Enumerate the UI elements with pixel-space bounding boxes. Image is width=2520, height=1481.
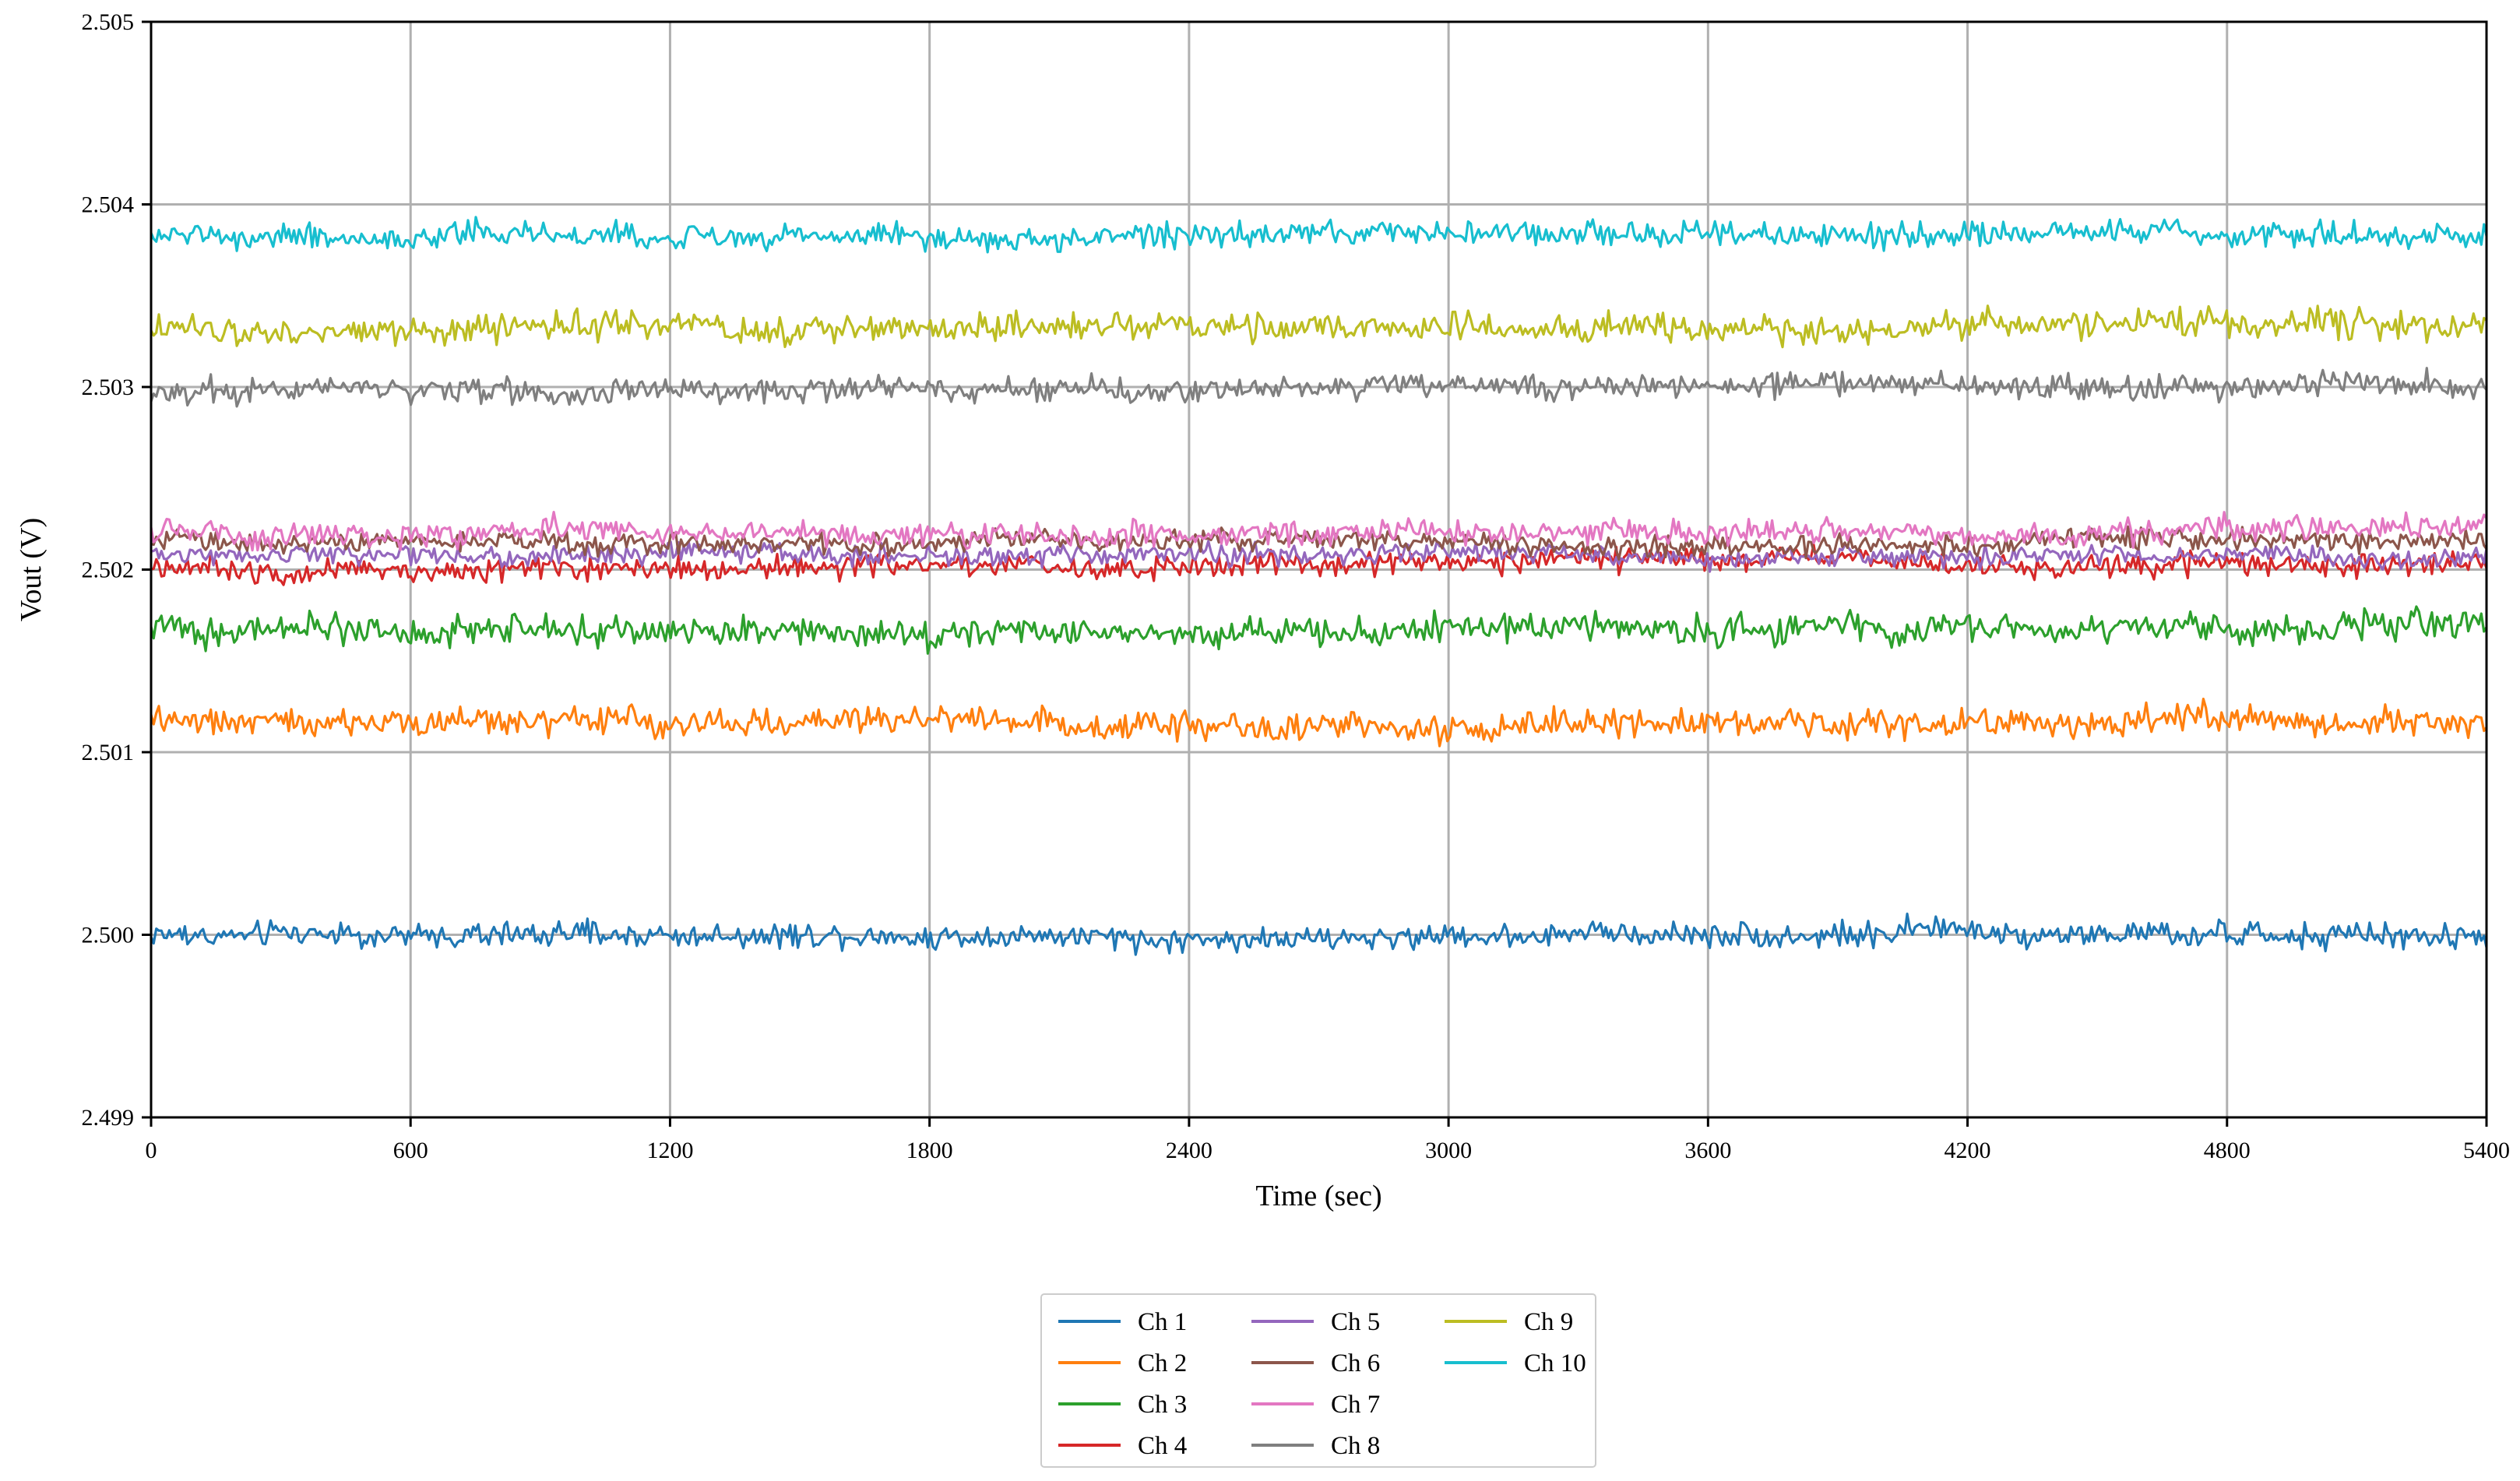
series-line-ch-10 <box>150 216 2488 254</box>
legend-label: Ch 9 <box>1524 1308 1573 1336</box>
y-tick-label: 2.504 <box>82 192 135 218</box>
x-tick-label: 4800 <box>2204 1138 2251 1163</box>
legend-item: Ch 3 <box>1058 1391 1187 1419</box>
y-tick-label: 2.502 <box>82 558 135 583</box>
x-tick-label: 4200 <box>1945 1138 1991 1163</box>
legend-item: Ch 9 <box>1445 1308 1573 1336</box>
legend-items: Ch 1 Ch 2 Ch 3 Ch 4 Ch 5 Ch 6 Ch 7 Ch 8 Ch 9 Ch 1… <box>1058 1308 1586 1460</box>
legend-item: Ch 8 <box>1251 1432 1380 1460</box>
series-line-ch-2 <box>150 697 2488 748</box>
series-line-ch-9 <box>150 304 2488 349</box>
legend-label: Ch 5 <box>1331 1308 1380 1336</box>
legend-item: Ch 4 <box>1058 1432 1187 1460</box>
legend-box <box>1040 1293 1596 1468</box>
x-tick-label: 3600 <box>1684 1138 1731 1163</box>
x-tick-label: 600 <box>393 1138 428 1163</box>
x-tick-label: 5400 <box>2463 1138 2510 1163</box>
legend-item: Ch 6 <box>1251 1349 1380 1377</box>
y-tick-label: 2.503 <box>82 375 135 400</box>
x-tick-label: 3000 <box>1425 1138 1472 1163</box>
series-lines <box>150 216 2488 956</box>
y-tick-label: 2.499 <box>82 1105 135 1131</box>
y-tick-label: 2.501 <box>82 740 135 765</box>
legend: Ch 1 Ch 2 Ch 3 Ch 4 Ch 5 Ch 6 Ch 7 Ch 8 Ch 9 Ch 1… <box>1040 1293 1596 1468</box>
y-tick-label: 2.505 <box>82 9 135 35</box>
legend-label: Ch 3 <box>1138 1391 1187 1419</box>
series-line-ch-1 <box>150 912 2488 956</box>
y-axis-ticks: 2.499 2.500 2.501 2.502 2.503 2.504 2.505 <box>82 9 151 1131</box>
x-axis-ticks: 0 600 1200 1800 2400 3000 3600 4200 4800 5400 <box>146 1117 2510 1163</box>
legend-item: Ch 10 <box>1445 1349 1586 1377</box>
series-line-ch-7 <box>150 510 2488 552</box>
legend-item: Ch 7 <box>1251 1391 1380 1419</box>
series-line-ch-4 <box>150 543 2488 586</box>
legend-item: Ch 2 <box>1058 1349 1187 1377</box>
x-tick-label: 0 <box>146 1138 157 1163</box>
legend-label: Ch 2 <box>1138 1349 1187 1377</box>
legend-label: Ch 6 <box>1331 1349 1380 1377</box>
series-line-ch-8 <box>150 367 2488 408</box>
legend-label: Ch 8 <box>1331 1432 1380 1460</box>
x-tick-label: 1800 <box>906 1138 953 1163</box>
legend-label: Ch 4 <box>1138 1432 1187 1460</box>
legend-label: Ch 7 <box>1331 1391 1380 1419</box>
x-tick-label: 1200 <box>646 1138 693 1163</box>
x-tick-label: 2400 <box>1166 1138 1212 1163</box>
x-axis-label: Time (sec) <box>1255 1180 1381 1212</box>
legend-item: Ch 1 <box>1058 1308 1187 1336</box>
series-line-ch-3 <box>150 605 2488 655</box>
y-tick-label: 2.500 <box>82 923 135 948</box>
legend-label: Ch 1 <box>1138 1308 1187 1336</box>
legend-item: Ch 5 <box>1251 1308 1380 1336</box>
series-line-ch-5 <box>150 540 2488 573</box>
legend-label: Ch 10 <box>1524 1349 1586 1377</box>
y-axis-label: Vout (V) <box>15 518 48 621</box>
